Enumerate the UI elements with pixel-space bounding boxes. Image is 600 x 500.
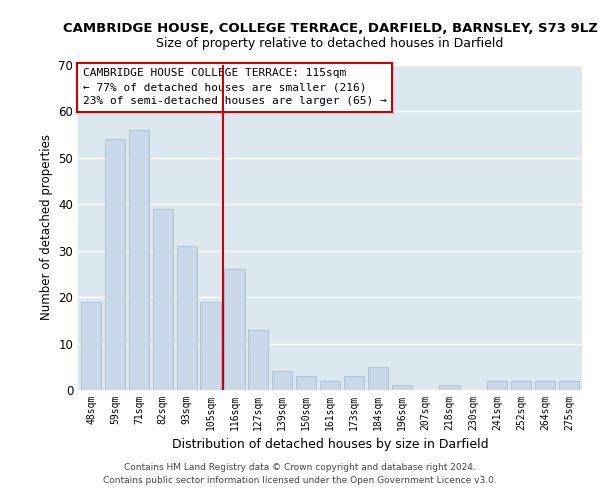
Bar: [511, 380, 531, 390]
Text: CAMBRIDGE HOUSE, COLLEGE TERRACE, DARFIELD, BARNSLEY, S73 9LZ: CAMBRIDGE HOUSE, COLLEGE TERRACE, DARFIE…: [62, 22, 598, 36]
Bar: [559, 380, 579, 390]
Bar: [368, 367, 388, 390]
Bar: [535, 380, 555, 390]
Bar: [248, 330, 268, 390]
Bar: [129, 130, 149, 390]
Bar: [81, 302, 101, 390]
Y-axis label: Number of detached properties: Number of detached properties: [40, 134, 53, 320]
Bar: [176, 246, 197, 390]
Bar: [272, 372, 292, 390]
X-axis label: Distribution of detached houses by size in Darfield: Distribution of detached houses by size …: [172, 438, 488, 452]
Bar: [392, 386, 412, 390]
Text: Contains HM Land Registry data © Crown copyright and database right 2024.: Contains HM Land Registry data © Crown c…: [124, 462, 476, 471]
Bar: [296, 376, 316, 390]
Bar: [200, 302, 221, 390]
Bar: [439, 386, 460, 390]
Text: CAMBRIDGE HOUSE COLLEGE TERRACE: 115sqm
← 77% of detached houses are smaller (21: CAMBRIDGE HOUSE COLLEGE TERRACE: 115sqm …: [83, 68, 387, 106]
Text: Contains public sector information licensed under the Open Government Licence v3: Contains public sector information licen…: [103, 476, 497, 485]
Bar: [224, 270, 245, 390]
Bar: [152, 209, 173, 390]
Bar: [320, 380, 340, 390]
Bar: [344, 376, 364, 390]
Bar: [105, 140, 125, 390]
Bar: [487, 380, 508, 390]
Text: Size of property relative to detached houses in Darfield: Size of property relative to detached ho…: [157, 38, 503, 51]
